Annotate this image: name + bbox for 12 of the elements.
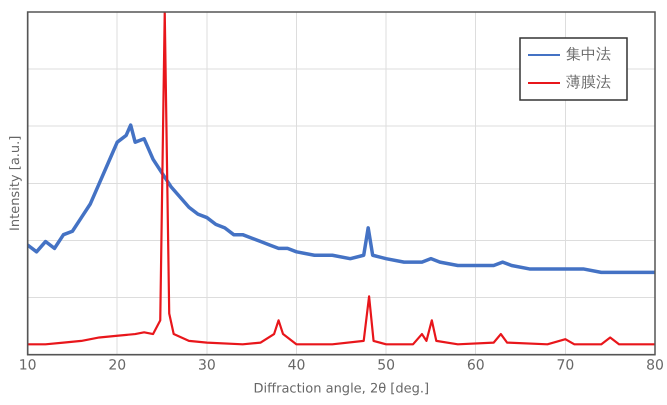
x-tick-label: 20 bbox=[108, 358, 126, 374]
x-axis-title: Diffraction angle, 2θ [deg.] bbox=[254, 382, 430, 397]
x-tick-label: 10 bbox=[18, 358, 37, 374]
x-tick-label: 50 bbox=[377, 358, 396, 374]
x-tick-label: 60 bbox=[466, 358, 485, 374]
x-tick-label: 80 bbox=[646, 358, 664, 374]
x-tick-label: 70 bbox=[556, 358, 574, 374]
x-tick-label: 40 bbox=[288, 358, 306, 374]
x-tick-label: 30 bbox=[198, 358, 216, 374]
legend-label: 集中法 bbox=[566, 44, 611, 63]
legend-label: 薄膜法 bbox=[566, 72, 611, 91]
y-axis-title: Intensity [a.u.] bbox=[8, 136, 24, 231]
